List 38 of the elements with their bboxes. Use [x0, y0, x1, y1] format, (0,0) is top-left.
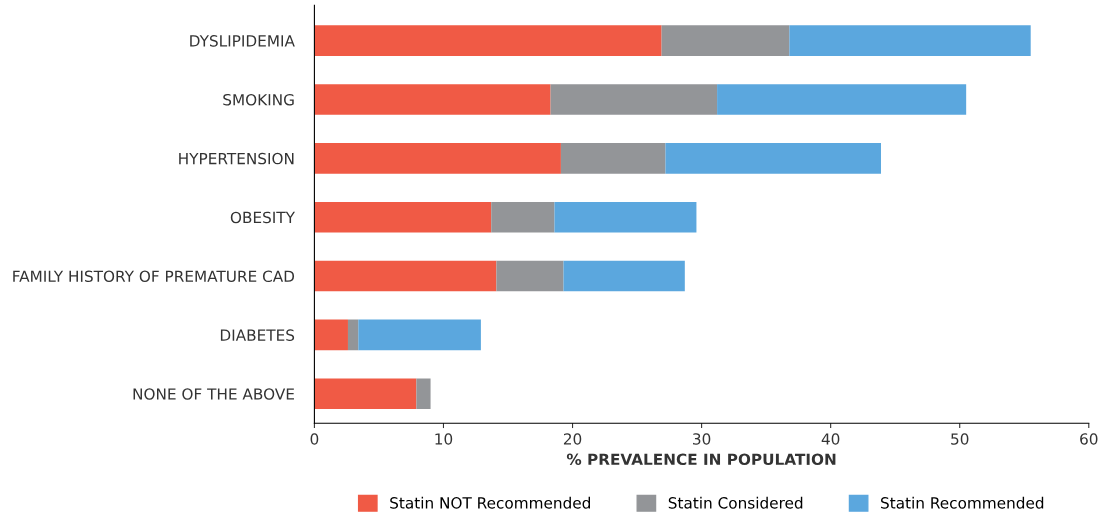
y-tick-label: HYPERTENSION: [179, 152, 294, 165]
bar: [314, 378, 417, 410]
x-tick-label: 0: [310, 433, 319, 445]
bar: [789, 25, 1031, 56]
bar: [560, 143, 666, 174]
x-tick-label: 60: [1080, 433, 1098, 445]
bar: [358, 319, 481, 351]
x-tick-label: 50: [951, 433, 969, 445]
x-tick-label: 40: [821, 433, 840, 445]
bar: [347, 319, 359, 351]
bar: [717, 84, 967, 115]
bar: [563, 260, 685, 292]
bar: [314, 319, 348, 351]
x-axis-title: % PREVALENCE IN POPULATION: [566, 453, 836, 466]
bar: [491, 201, 555, 233]
bar: [554, 201, 697, 233]
y-tick-label: SMOKING: [223, 93, 294, 106]
bar: [314, 260, 497, 292]
bar: [314, 143, 561, 174]
legend-label: Statin Recommended: [881, 496, 1044, 509]
bar: [314, 25, 662, 56]
x-tick-label: 30: [693, 433, 711, 445]
bar: [550, 84, 718, 115]
bar: [661, 25, 790, 56]
x-tick-label: 20: [563, 433, 582, 445]
y-tick-label: FAMILY HISTORY OF PREMATURE CAD: [13, 270, 295, 283]
y-tick-label: NONE OF THE ABOVE: [133, 388, 294, 400]
x-tick-label: 10: [435, 433, 453, 445]
bar: [665, 143, 881, 174]
legend-label: Statin NOT Recommended: [390, 496, 590, 509]
y-tick-label: OBESITY: [230, 211, 295, 224]
bar: [496, 260, 564, 292]
legend-label: Statin Considered: [668, 496, 803, 509]
bar: [314, 201, 492, 233]
bar: [416, 378, 431, 410]
y-tick-label: DIABETES: [220, 329, 295, 341]
y-tick-label: DYSLIPIDEMIA: [190, 35, 295, 47]
bar: [314, 84, 551, 115]
